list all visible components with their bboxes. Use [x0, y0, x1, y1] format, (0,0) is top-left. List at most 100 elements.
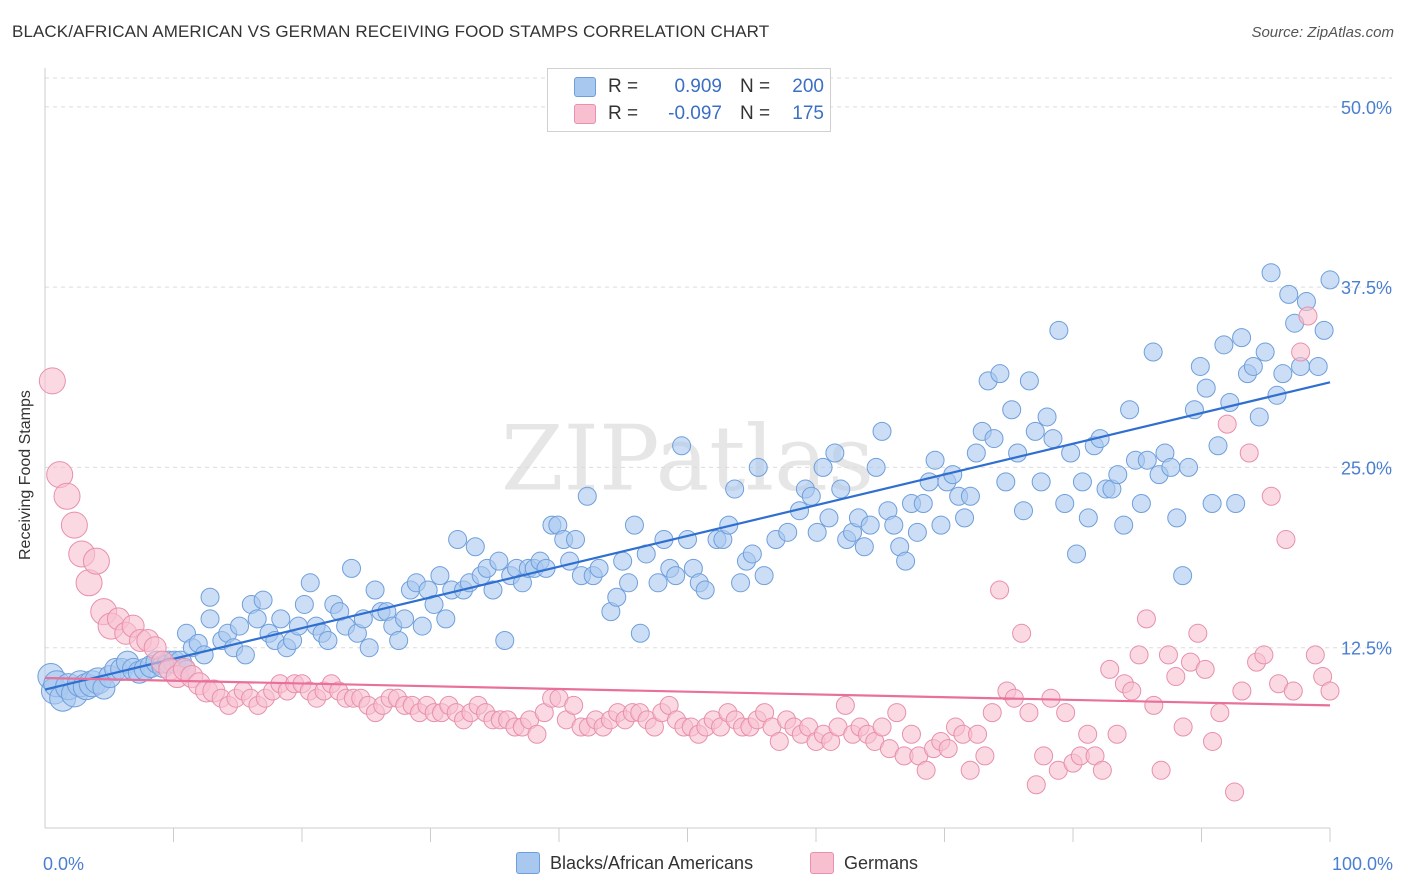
blacks-point: [996, 472, 1016, 492]
blacks-point: [813, 457, 833, 477]
blacks-point: [230, 616, 250, 636]
blacks-point: [1167, 508, 1187, 528]
germans-point: [1225, 782, 1245, 802]
blacks-point: [430, 566, 450, 586]
germans-point: [1232, 681, 1252, 701]
blacks-point: [448, 530, 468, 550]
germans-point: [1217, 414, 1237, 434]
legend-row-blacks: R = 0.909 N = 200: [574, 74, 824, 100]
germans-point: [887, 703, 907, 723]
blacks-point: [247, 609, 267, 629]
bottom-legend-swatch-blue: [516, 852, 540, 874]
blacks-point: [607, 587, 627, 607]
germans-point: [1034, 746, 1054, 766]
bottom-legend-germans: Germans: [810, 852, 918, 874]
blacks-point: [1120, 400, 1140, 420]
blacks-point: [678, 530, 697, 550]
blacks-point: [1114, 515, 1134, 535]
blacks-point: [831, 479, 851, 499]
legend-r-value: 0.909: [674, 76, 722, 97]
blacks-point: [1179, 457, 1199, 477]
blacks-point: [1249, 407, 1269, 427]
blacks-point: [960, 486, 980, 506]
germans-point: [1026, 775, 1046, 795]
germans-point: [1210, 703, 1230, 723]
blacks-point: [1067, 544, 1087, 564]
legend-n-label: N =: [740, 103, 771, 124]
legend-r-label: R =: [608, 76, 639, 97]
germans-point: [38, 367, 66, 395]
blacks-point: [1273, 364, 1293, 384]
germans-point: [53, 482, 81, 510]
blacks-point: [271, 609, 291, 629]
germans-point: [564, 695, 584, 715]
blacks-point: [1055, 493, 1075, 513]
germans-point: [1188, 623, 1208, 643]
blacks-point: [819, 508, 839, 528]
blacks-point: [365, 580, 385, 600]
germans-point: [527, 724, 547, 744]
germans-point: [1100, 659, 1120, 679]
blacks-point: [1261, 263, 1281, 283]
blacks-point: [1131, 493, 1151, 513]
germans-point: [990, 580, 1010, 600]
blacks-point: [412, 616, 432, 636]
blacks-point: [200, 609, 220, 629]
x-tick-label: 100.0%: [1332, 854, 1393, 874]
germans-point: [1078, 724, 1098, 744]
germans-point: [1056, 703, 1076, 723]
blacks-point: [931, 515, 951, 535]
blacks-point: [1013, 501, 1033, 521]
blacks-trend-line: [44, 381, 1331, 691]
x-tick-label: 0.0%: [43, 854, 84, 874]
germans-point: [82, 547, 110, 575]
blacks-point: [1137, 450, 1157, 470]
blacks-point: [872, 421, 892, 441]
blacks-point: [984, 429, 1004, 449]
germans-point: [872, 717, 892, 737]
blacks-point: [1108, 465, 1128, 485]
germans-point: [1136, 609, 1156, 629]
legend-n-value: 175: [792, 103, 824, 124]
blacks-point: [1078, 508, 1098, 528]
blacks-point: [566, 530, 586, 550]
blacks-point: [884, 515, 904, 535]
blacks-point: [342, 558, 362, 578]
blacks-point: [825, 443, 845, 463]
bottom-legend-swatch-pink: [810, 852, 834, 874]
germans-point: [1239, 443, 1259, 463]
blacks-point: [395, 609, 415, 629]
blacks-point: [1019, 371, 1039, 391]
germans-point: [1283, 681, 1303, 701]
germans-point: [938, 739, 958, 759]
germans-point: [1173, 717, 1193, 737]
blacks-point: [748, 457, 768, 477]
blacks-point: [666, 566, 686, 586]
germans-point: [1276, 530, 1296, 550]
germans-point: [1151, 760, 1171, 780]
legend-r-label: R =: [608, 103, 639, 124]
bottom-legend-blacks: Blacks/African Americans: [516, 852, 753, 874]
blacks-point: [630, 623, 650, 643]
blacks-point: [1161, 457, 1181, 477]
germans-point: [982, 703, 1002, 723]
blacks-point: [854, 537, 874, 557]
blacks-point: [1202, 493, 1222, 513]
blacks-point: [1002, 400, 1022, 420]
germans-point: [1092, 760, 1112, 780]
blacks-point: [619, 573, 639, 593]
source-label: Source: ZipAtlas.com: [1251, 24, 1394, 41]
blacks-point: [695, 580, 715, 600]
blacks-point: [966, 443, 986, 463]
germans-point: [1041, 688, 1061, 708]
blacks-point: [1308, 356, 1328, 376]
legend-n-label: N =: [740, 76, 771, 97]
y-tick-label: 50.0%: [1341, 98, 1392, 118]
germans-point: [1144, 695, 1164, 715]
blacks-point: [1243, 356, 1263, 376]
germans-point: [835, 695, 855, 715]
blacks-point: [1072, 472, 1092, 492]
blacks-point: [613, 551, 633, 571]
blacks-point: [925, 450, 945, 470]
